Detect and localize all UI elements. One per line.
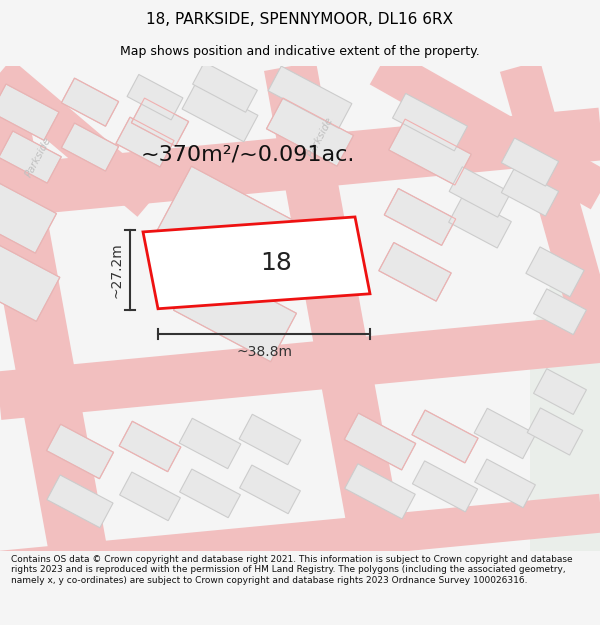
Polygon shape — [266, 98, 353, 166]
Polygon shape — [61, 78, 119, 126]
Polygon shape — [392, 93, 467, 151]
Polygon shape — [61, 123, 119, 171]
Polygon shape — [179, 469, 241, 518]
Polygon shape — [46, 424, 113, 479]
Text: Contains OS data © Crown copyright and database right 2021. This information is : Contains OS data © Crown copyright and d… — [11, 555, 572, 585]
Text: ~38.8m: ~38.8m — [236, 344, 292, 359]
Polygon shape — [0, 84, 59, 140]
Text: 18, PARKSIDE, SPENNYMOOR, DL16 6RX: 18, PARKSIDE, SPENNYMOOR, DL16 6RX — [146, 12, 454, 28]
Polygon shape — [344, 413, 416, 470]
Polygon shape — [154, 166, 306, 298]
Polygon shape — [502, 168, 559, 216]
Polygon shape — [119, 472, 181, 521]
Text: ~370m²/~0.091ac.: ~370m²/~0.091ac. — [141, 144, 355, 164]
Polygon shape — [526, 247, 584, 297]
Polygon shape — [0, 181, 56, 253]
Polygon shape — [179, 418, 241, 469]
Polygon shape — [502, 138, 559, 186]
Polygon shape — [475, 459, 535, 508]
Polygon shape — [449, 167, 511, 217]
Polygon shape — [0, 242, 60, 321]
Polygon shape — [449, 196, 511, 248]
Polygon shape — [530, 242, 600, 551]
Polygon shape — [173, 262, 296, 362]
Polygon shape — [533, 289, 586, 334]
Polygon shape — [193, 62, 257, 112]
Polygon shape — [345, 464, 415, 519]
Polygon shape — [389, 119, 472, 185]
Polygon shape — [131, 98, 188, 146]
Polygon shape — [0, 131, 61, 183]
Polygon shape — [182, 82, 258, 142]
Polygon shape — [384, 189, 456, 246]
Polygon shape — [474, 408, 536, 459]
Polygon shape — [379, 242, 451, 301]
Text: Parkside: Parkside — [305, 115, 335, 159]
Text: 18: 18 — [260, 251, 292, 275]
Polygon shape — [412, 410, 478, 463]
Polygon shape — [412, 461, 478, 512]
Polygon shape — [143, 217, 370, 309]
Polygon shape — [527, 408, 583, 455]
Polygon shape — [239, 465, 301, 514]
Polygon shape — [268, 66, 352, 128]
Text: ~27.2m: ~27.2m — [109, 242, 123, 298]
Polygon shape — [47, 475, 113, 528]
Polygon shape — [116, 117, 174, 167]
Text: Parkside: Parkside — [23, 135, 53, 179]
Text: Map shows position and indicative extent of the property.: Map shows position and indicative extent… — [120, 45, 480, 58]
Polygon shape — [533, 369, 586, 414]
Polygon shape — [127, 74, 183, 120]
Polygon shape — [119, 421, 181, 472]
Polygon shape — [239, 414, 301, 465]
